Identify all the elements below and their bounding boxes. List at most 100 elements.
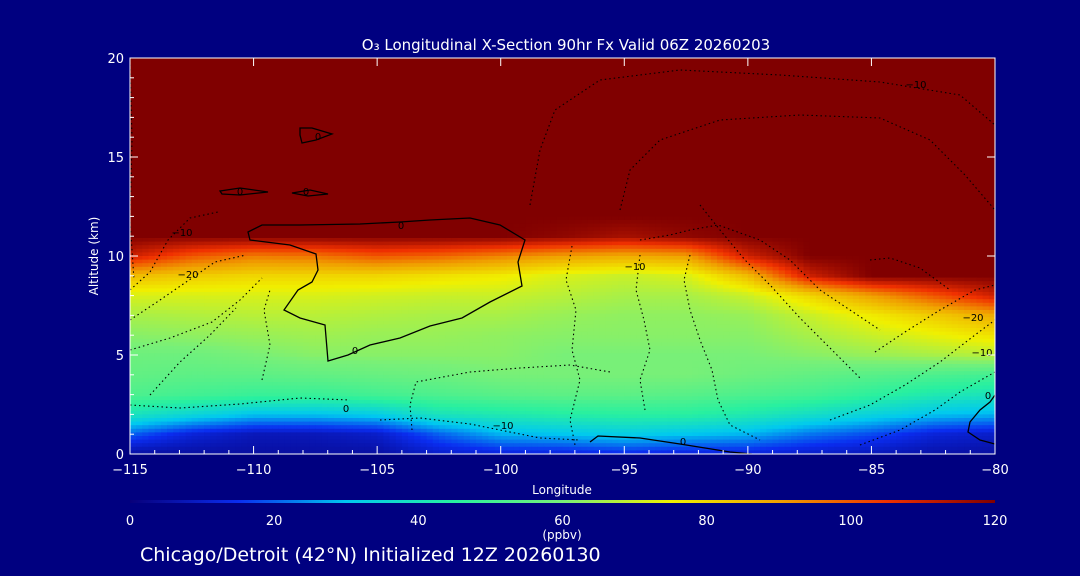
heat-cell bbox=[852, 126, 860, 131]
heat-cell bbox=[500, 72, 508, 77]
heat-cell bbox=[543, 151, 551, 156]
heat-cell bbox=[723, 86, 730, 91]
heat-cell bbox=[333, 86, 341, 91]
heat-cell bbox=[673, 79, 681, 84]
heat-cell bbox=[673, 126, 681, 131]
heat-cell bbox=[797, 112, 805, 117]
heat-cell bbox=[309, 130, 316, 135]
heat-cell bbox=[352, 76, 360, 81]
heat-cell bbox=[543, 130, 551, 135]
heat-cell bbox=[822, 61, 829, 66]
heat-cell bbox=[914, 86, 922, 91]
heat-cell bbox=[259, 101, 267, 106]
heat-cell bbox=[167, 158, 174, 163]
heat-cell bbox=[927, 126, 934, 131]
heat-cell bbox=[476, 119, 483, 124]
heat-cell bbox=[649, 184, 656, 189]
heat-cell bbox=[741, 133, 749, 138]
heat-cell bbox=[241, 61, 248, 66]
heat-cell bbox=[902, 101, 910, 106]
heat-cell bbox=[939, 151, 947, 156]
heat-cell bbox=[673, 173, 681, 178]
heat-cell bbox=[500, 101, 508, 106]
heat-cell bbox=[408, 155, 415, 160]
heat-cell bbox=[204, 61, 211, 66]
heat-cell bbox=[506, 173, 514, 178]
heat-cell bbox=[204, 148, 211, 153]
heat-cell bbox=[568, 140, 576, 145]
heat-cell bbox=[840, 137, 848, 142]
heat-cell bbox=[482, 162, 489, 167]
heat-cell bbox=[679, 76, 687, 81]
heat-cell bbox=[698, 158, 706, 163]
heat-cell bbox=[834, 119, 842, 124]
heat-cell bbox=[457, 162, 465, 167]
heat-cell bbox=[160, 90, 168, 95]
heat-cell bbox=[797, 148, 805, 153]
heat-cell bbox=[581, 180, 588, 185]
heat-cell bbox=[364, 108, 372, 113]
heat-cell bbox=[970, 58, 978, 63]
heat-cell bbox=[358, 144, 366, 149]
heat-cell bbox=[982, 83, 990, 88]
heat-cell bbox=[667, 133, 675, 138]
heat-cell bbox=[587, 158, 594, 163]
heat-cell bbox=[148, 140, 156, 145]
heat-cell bbox=[272, 119, 279, 124]
heat-cell bbox=[840, 180, 848, 185]
heat-cell bbox=[160, 94, 168, 99]
heat-cell bbox=[426, 90, 434, 95]
heat-cell bbox=[519, 133, 527, 138]
heat-cell bbox=[476, 79, 483, 84]
heat-cell bbox=[649, 173, 656, 178]
heat-cell bbox=[352, 140, 360, 145]
heat-cell bbox=[469, 155, 477, 160]
heat-cell bbox=[649, 140, 656, 145]
heat-cell bbox=[982, 108, 990, 113]
heat-cell bbox=[951, 90, 959, 95]
heat-cell bbox=[574, 140, 582, 145]
heat-cell bbox=[803, 108, 811, 113]
heat-cell bbox=[704, 83, 712, 88]
heat-cell bbox=[420, 94, 428, 99]
heat-cell bbox=[451, 169, 459, 174]
heat-cell bbox=[383, 176, 391, 181]
heat-cell bbox=[927, 122, 934, 127]
heat-cell bbox=[692, 65, 700, 70]
heat-cell bbox=[513, 97, 520, 102]
heat-cell bbox=[840, 79, 848, 84]
heat-cell bbox=[222, 137, 230, 142]
heat-cell bbox=[661, 79, 669, 84]
heat-cell bbox=[791, 158, 798, 163]
heat-cell bbox=[760, 144, 767, 149]
heat-cell bbox=[513, 61, 520, 66]
heat-cell bbox=[710, 151, 718, 156]
heat-cell bbox=[852, 90, 860, 95]
heat-cell bbox=[624, 61, 632, 66]
heat-cell bbox=[679, 72, 687, 77]
heat-cell bbox=[809, 76, 817, 81]
heat-cell bbox=[531, 166, 539, 171]
heat-cell bbox=[519, 166, 527, 171]
heat-cell bbox=[191, 137, 199, 142]
heat-cell bbox=[265, 130, 273, 135]
heat-cell bbox=[426, 108, 434, 113]
heat-cell bbox=[939, 79, 947, 84]
heat-cell bbox=[964, 176, 971, 181]
heat-cell bbox=[204, 133, 211, 138]
heat-cell bbox=[370, 97, 378, 102]
heat-cell bbox=[927, 115, 934, 120]
heat-cell bbox=[216, 61, 224, 66]
heat-cell bbox=[476, 133, 483, 138]
heat-cell bbox=[370, 184, 378, 189]
heat-cell bbox=[352, 184, 360, 189]
heat-cell bbox=[679, 137, 687, 142]
heat-cell bbox=[469, 76, 477, 81]
heat-cell bbox=[778, 155, 786, 160]
heat-cell bbox=[797, 126, 805, 131]
heat-cell bbox=[494, 140, 502, 145]
heat-cell bbox=[235, 144, 242, 149]
heat-cell bbox=[494, 86, 502, 91]
heat-cell bbox=[970, 176, 978, 181]
heat-cell bbox=[494, 97, 502, 102]
